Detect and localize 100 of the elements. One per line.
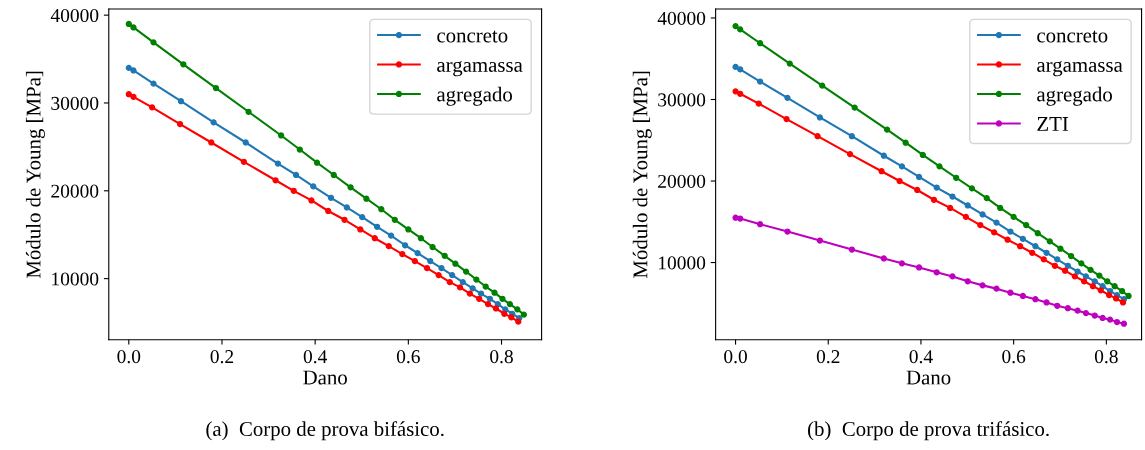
- point: [756, 40, 764, 47]
- y-axis-title: Módulo de Young [MPa]: [632, 71, 652, 278]
- point: [491, 289, 498, 296]
- point: [784, 228, 791, 235]
- point: [290, 187, 297, 194]
- point: [327, 194, 335, 201]
- point: [1007, 289, 1014, 296]
- x-tick-label: 0.2: [816, 350, 840, 364]
- point: [1125, 292, 1132, 300]
- point: [1104, 278, 1111, 285]
- point: [240, 158, 248, 165]
- point: [1017, 243, 1024, 250]
- point: [452, 260, 459, 267]
- point: [296, 146, 303, 153]
- y-axis-title: Módulo de Young [MPa]: [25, 71, 45, 278]
- point: [968, 185, 976, 192]
- point: [1043, 249, 1050, 256]
- legend-label: agregado: [437, 86, 512, 106]
- point: [898, 163, 906, 170]
- point: [993, 285, 1000, 292]
- x-tick-label: 0.8: [1094, 350, 1118, 364]
- point: [399, 250, 406, 258]
- point: [446, 279, 453, 286]
- point: [1043, 299, 1050, 306]
- x-tick-label: 0.6: [396, 350, 420, 364]
- point: [180, 61, 187, 68]
- point: [341, 216, 348, 223]
- point: [1061, 267, 1069, 274]
- point: [1091, 278, 1098, 285]
- point: [508, 314, 515, 321]
- x-tick-label: 0.8: [490, 350, 513, 364]
- x-axis-title: Dano: [303, 370, 347, 385]
- point: [245, 108, 252, 115]
- point: [1010, 213, 1017, 221]
- point: [1046, 238, 1053, 245]
- point: [737, 90, 744, 97]
- point: [1120, 320, 1128, 327]
- y-tick-label: 40000: [657, 11, 706, 25]
- point: [756, 78, 764, 85]
- point: [915, 264, 923, 271]
- point: [898, 260, 906, 267]
- y-tick-label: 30000: [51, 96, 99, 110]
- point: [1071, 273, 1078, 280]
- point: [499, 295, 506, 302]
- point: [902, 139, 909, 146]
- point: [732, 214, 739, 221]
- legend-label: argamassa: [437, 61, 523, 77]
- point: [278, 132, 285, 139]
- point: [964, 202, 971, 209]
- point: [429, 243, 436, 251]
- legend-label: concreto: [1037, 30, 1108, 43]
- point: [274, 160, 282, 167]
- point: [125, 91, 132, 98]
- point: [357, 226, 364, 233]
- point: [848, 246, 856, 253]
- point: [737, 26, 744, 33]
- point: [1067, 252, 1075, 260]
- point: [148, 104, 156, 111]
- point: [484, 300, 492, 308]
- point: [732, 88, 739, 95]
- point: [343, 204, 350, 211]
- point: [1113, 318, 1121, 326]
- point: [1080, 278, 1088, 285]
- point: [1078, 260, 1085, 267]
- point: [125, 20, 132, 28]
- x-tick-label: 0.4: [909, 350, 933, 364]
- point: [983, 195, 990, 202]
- point: [737, 215, 744, 222]
- x-tick-label: 0.4: [303, 350, 328, 364]
- legend-label: ZTI: [1037, 117, 1069, 131]
- point: [1034, 230, 1041, 237]
- point: [755, 100, 762, 107]
- point: [501, 310, 508, 317]
- point: [486, 295, 493, 302]
- point: [962, 213, 970, 221]
- point: [363, 195, 370, 202]
- point: [1111, 283, 1118, 290]
- point: [401, 242, 409, 249]
- point: [482, 283, 489, 290]
- point: [816, 237, 824, 244]
- point: [313, 159, 321, 166]
- point: [405, 226, 412, 233]
- point: [150, 80, 157, 87]
- point: [919, 151, 926, 159]
- point: [819, 82, 826, 89]
- point: [242, 139, 249, 146]
- x-tick-label: 0.0: [724, 350, 747, 364]
- point: [1096, 272, 1103, 279]
- point: [130, 67, 137, 74]
- x-tick-label: 0.0: [117, 350, 141, 364]
- point: [846, 150, 854, 158]
- x-tick-label: 0.6: [1002, 350, 1026, 364]
- point: [374, 223, 381, 230]
- point: [462, 268, 470, 275]
- point: [914, 186, 921, 194]
- point: [1064, 262, 1071, 269]
- point: [150, 39, 157, 46]
- point: [308, 197, 315, 204]
- point: [880, 255, 887, 262]
- point: [936, 163, 943, 170]
